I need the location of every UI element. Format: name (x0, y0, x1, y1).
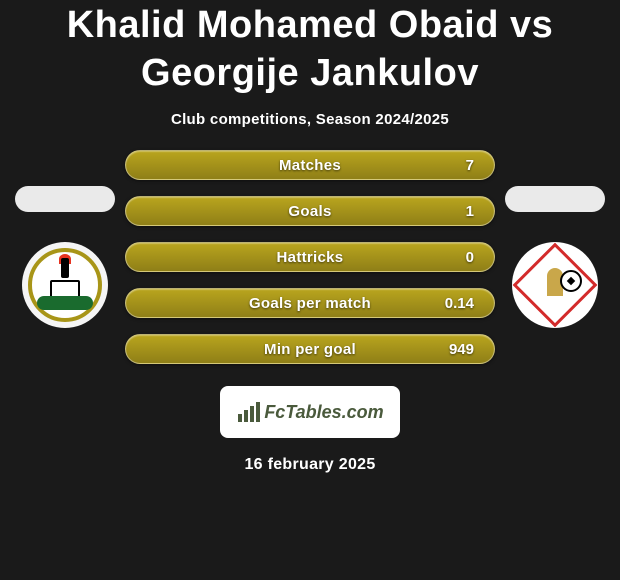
stat-value: 0 (466, 249, 474, 266)
stat-value: 949 (449, 341, 474, 358)
stat-value: 1 (466, 203, 474, 220)
stat-label: Matches (279, 157, 341, 174)
page-title: Khalid Mohamed Obaid vs Georgije Jankulo… (0, 2, 620, 97)
date-label: 16 february 2025 (244, 456, 375, 474)
stat-row-goals-per-match: Goals per match 0.14 (125, 288, 495, 318)
right-team-logo (512, 242, 598, 328)
comparison-card: Khalid Mohamed Obaid vs Georgije Jankulo… (0, 0, 620, 580)
stat-label: Goals (288, 203, 331, 220)
bar-chart-icon (236, 400, 260, 424)
soccer-ball-icon (560, 270, 582, 292)
stat-label: Hattricks (277, 249, 344, 266)
banner-icon (37, 296, 93, 310)
stat-label: Min per goal (264, 341, 356, 358)
stats-arena: Matches 7 Goals 1 Hattricks 0 Goals per … (0, 150, 620, 364)
site-badge[interactable]: FcTables.com (220, 386, 400, 438)
subtitle: Club competitions, Season 2024/2025 (171, 111, 449, 128)
stat-row-goals: Goals 1 (125, 196, 495, 226)
left-side (5, 186, 125, 328)
stat-value: 0.14 (445, 295, 474, 312)
torch-icon (61, 258, 69, 278)
stat-row-matches: Matches 7 (125, 150, 495, 180)
stats-list: Matches 7 Goals 1 Hattricks 0 Goals per … (125, 150, 495, 364)
left-team-logo-inner (28, 248, 102, 322)
stat-row-hattricks: Hattricks 0 (125, 242, 495, 272)
stat-row-min-per-goal: Min per goal 949 (125, 334, 495, 364)
left-team-logo (22, 242, 108, 328)
right-side (495, 186, 615, 328)
stat-value: 7 (466, 157, 474, 174)
stat-label: Goals per match (249, 295, 371, 312)
site-label: FcTables.com (264, 402, 383, 423)
left-player-placeholder (15, 186, 115, 212)
right-player-placeholder (505, 186, 605, 212)
